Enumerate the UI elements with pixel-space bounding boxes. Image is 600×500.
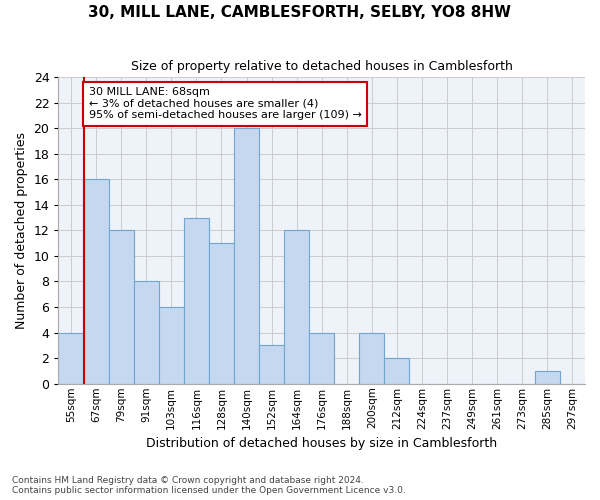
Bar (134, 282, 159, 384)
X-axis label: Distribution of detached houses by size in Camblesforth: Distribution of detached houses by size … (146, 437, 497, 450)
Text: 30 MILL LANE: 68sqm
← 3% of detached houses are smaller (4)
95% of semi-detached: 30 MILL LANE: 68sqm ← 3% of detached hou… (89, 87, 361, 120)
Title: Size of property relative to detached houses in Camblesforth: Size of property relative to detached ho… (131, 60, 512, 73)
Bar (234, 128, 259, 384)
Bar (535, 371, 560, 384)
Bar (259, 346, 284, 384)
Bar (385, 358, 409, 384)
Bar (83, 179, 109, 384)
Bar (58, 332, 83, 384)
Bar (284, 230, 309, 384)
Text: Contains HM Land Registry data © Crown copyright and database right 2024.
Contai: Contains HM Land Registry data © Crown c… (12, 476, 406, 495)
Bar (359, 332, 385, 384)
Bar (309, 332, 334, 384)
Bar (109, 230, 134, 384)
Text: 30, MILL LANE, CAMBLESFORTH, SELBY, YO8 8HW: 30, MILL LANE, CAMBLESFORTH, SELBY, YO8 … (89, 5, 511, 20)
Bar (209, 243, 234, 384)
Y-axis label: Number of detached properties: Number of detached properties (15, 132, 28, 329)
Bar (184, 218, 209, 384)
Bar (159, 307, 184, 384)
